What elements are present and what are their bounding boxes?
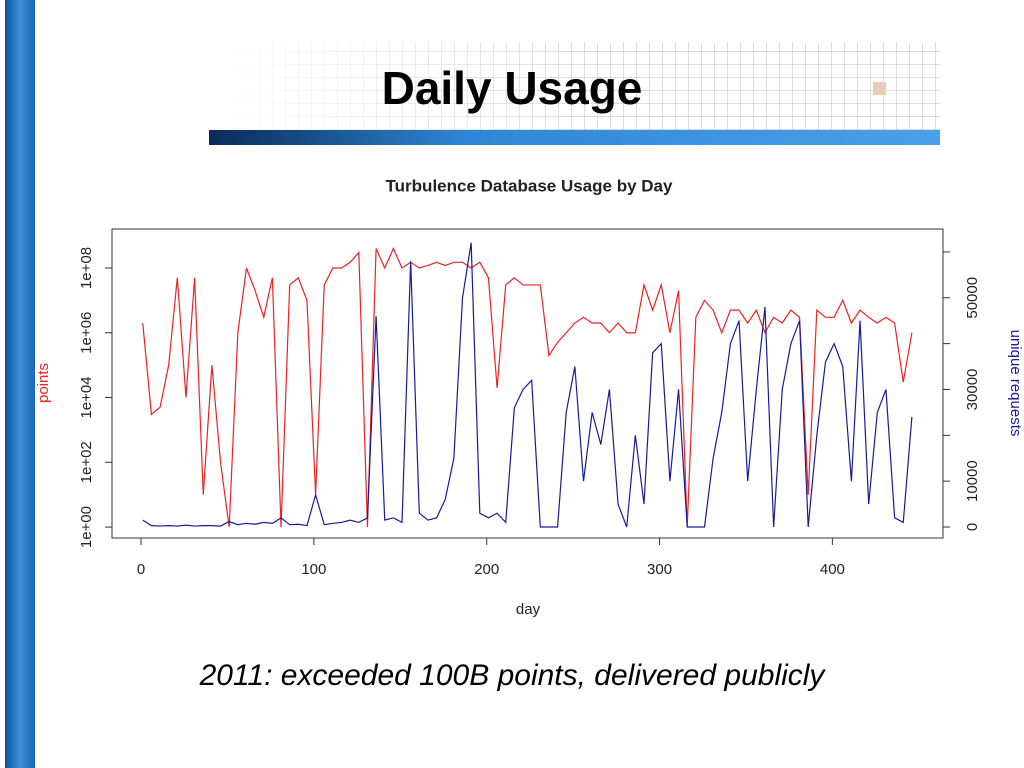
caption: 2011: exceeded 100B points, delivered pu… <box>199 659 827 692</box>
series-line <box>142 242 913 528</box>
y2-axis-label: unique requests <box>1007 330 1024 437</box>
x-tick-label: 200 <box>474 561 499 578</box>
y2-tick-label: 0 <box>964 523 981 531</box>
y-axis-label: points <box>35 363 52 403</box>
x-axis-label: day <box>516 601 541 618</box>
x-tick-label: 0 <box>137 561 145 578</box>
slide-title: Daily Usage <box>382 62 643 114</box>
y-tick-label: 1e+04 <box>78 376 95 418</box>
y-tick-label: 1e+06 <box>78 312 95 354</box>
y2-tick-label: 50000 <box>964 277 981 319</box>
x-tick-label: 100 <box>301 561 326 578</box>
x-tick-label: 300 <box>647 561 672 578</box>
x-tick-label: 400 <box>820 561 845 578</box>
y-tick-label: 1e+08 <box>78 247 95 289</box>
y-tick-label: 1e+00 <box>78 506 95 548</box>
chart-title: Turbulence Database Usage by Day <box>386 176 673 195</box>
side-bar <box>5 0 35 768</box>
y2-tick-label: 30000 <box>964 369 981 411</box>
header-square <box>873 82 886 95</box>
series-line <box>142 247 913 528</box>
y-tick-label: 1e+02 <box>78 441 95 483</box>
header-bar <box>209 130 940 145</box>
plot-frame <box>111 228 944 539</box>
header-fade <box>210 42 940 130</box>
y2-tick-label: 10000 <box>964 460 981 502</box>
